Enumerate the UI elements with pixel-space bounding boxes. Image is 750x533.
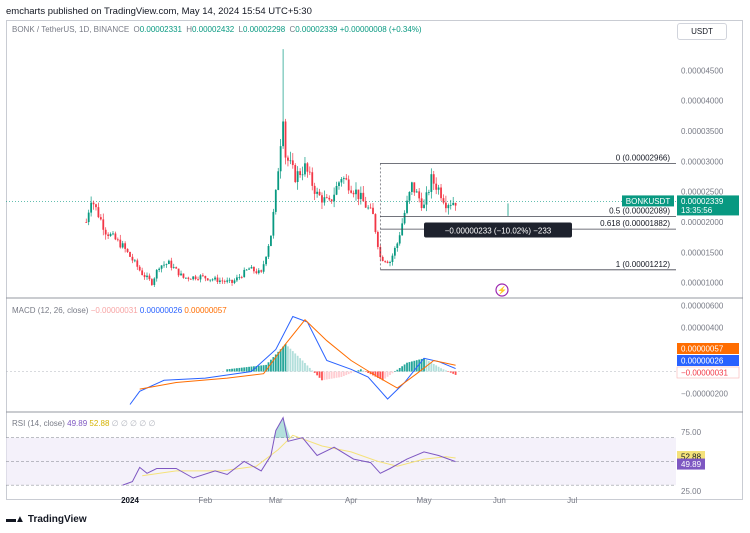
publish-info: emcharts published on TradingView.com, M… <box>6 6 312 17</box>
low-key: L <box>238 25 243 34</box>
currency-button[interactable]: USDT <box>677 23 727 40</box>
macd-title: MACD (12, 26, close) <box>12 306 89 315</box>
chart-frame <box>6 20 743 500</box>
change-value: +0.00000008 (+0.34%) <box>339 25 422 34</box>
close-key: C <box>289 25 296 34</box>
rsi-title: RSI (14, close) <box>12 419 65 428</box>
tradingview-logo-icon: ▬▲ <box>6 514 25 525</box>
macd-hist-value: −0.00000031 <box>90 306 138 315</box>
high-key: H <box>186 25 192 34</box>
high-value: 0.00002432 <box>191 25 235 34</box>
tradingview-brand[interactable]: ▬▲ TradingView <box>6 514 87 525</box>
rsi-value: 49.89 <box>67 419 88 428</box>
rsi-legend[interactable]: RSI (14, close) 49.89 52.88 ∅ ∅ ∅ ∅ ∅ <box>12 419 155 428</box>
open-key: O <box>133 25 140 34</box>
macd-line-value: 0.00000026 <box>139 306 183 315</box>
low-value: 0.00002298 <box>242 25 286 34</box>
brand-label: TradingView <box>27 514 87 525</box>
symbol-legend: BONK / TetherUS, 1D, BINANCE O0.00002331… <box>12 25 422 34</box>
open-value: 0.00002331 <box>139 25 182 34</box>
macd-signal-value: 0.00000057 <box>184 306 227 315</box>
rsi-ma-value: 52.88 <box>89 419 110 428</box>
symbol-name[interactable]: BONK / TetherUS, 1D, BINANCE <box>12 25 130 34</box>
rsi-hidden-values: ∅ ∅ ∅ ∅ ∅ <box>111 419 156 428</box>
macd-legend[interactable]: MACD (12, 26, close) −0.00000031 0.00000… <box>12 306 227 315</box>
close-value: 0.00002339 <box>295 25 338 34</box>
